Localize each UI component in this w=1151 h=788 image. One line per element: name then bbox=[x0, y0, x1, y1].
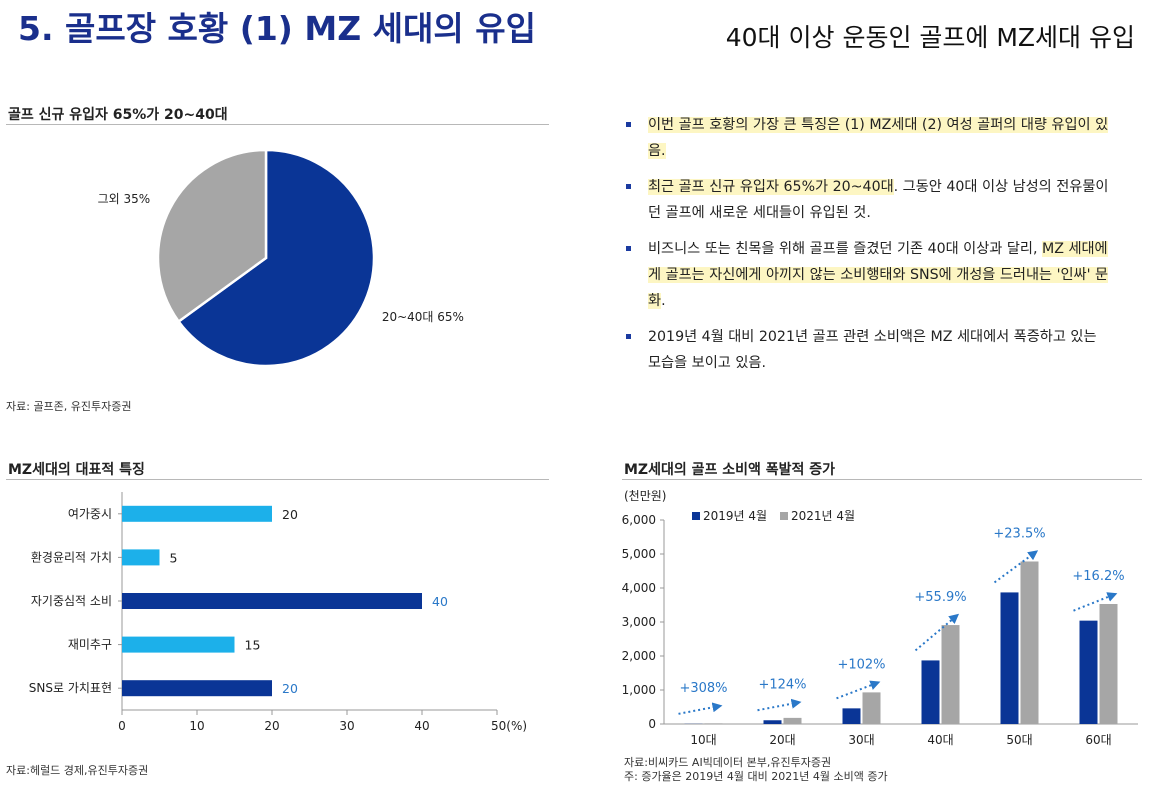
bar-value-label: 40 bbox=[432, 594, 448, 609]
legend-swatch bbox=[692, 512, 700, 520]
bar-value-label: 5 bbox=[170, 550, 178, 565]
growth-arrow bbox=[757, 698, 802, 712]
pie-slice bbox=[156, 148, 268, 324]
spending-column-chart: (천만원) 0 1,000 2,000 3,000 4,000 5,000 6,000 2019… bbox=[622, 488, 1138, 747]
bar-2019 bbox=[763, 720, 782, 724]
growth-label: +55.9% bbox=[914, 590, 966, 605]
x-tick-label: 10대 bbox=[690, 733, 716, 747]
bar-2019 bbox=[1079, 620, 1098, 724]
x-tick-label: 30 bbox=[339, 719, 354, 733]
legend-swatch bbox=[780, 512, 788, 520]
bar bbox=[122, 680, 272, 697]
x-tick-label: 30대 bbox=[848, 733, 874, 747]
pie-slice-label: 그외 35% bbox=[98, 192, 151, 206]
bar-section-rule bbox=[6, 479, 549, 480]
bullet-item: 이번 골프 호황의 가장 큰 특징은 (1) MZ세대 (2) 여성 골퍼의 대… bbox=[624, 112, 1114, 164]
column-note: 주: 증가율은 2019년 4월 대비 2021년 4월 소비액 증가 bbox=[624, 770, 888, 783]
bar-value-label: 20 bbox=[282, 507, 298, 522]
page-title: 5. 골프장 호황 (1) MZ 세대의 유입 bbox=[18, 9, 536, 48]
legend-label: 2019년 4월 bbox=[703, 509, 767, 523]
y-axis-unit: (천만원) bbox=[624, 488, 666, 503]
page-subtitle: 40대 이상 운동인 골프에 MZ세대 유입 bbox=[725, 23, 1135, 52]
y-tick-label: 여가중시 bbox=[68, 507, 112, 521]
y-tick-label: 2,000 bbox=[622, 649, 656, 663]
bar-2019 bbox=[842, 708, 861, 724]
y-tick-label: 5,000 bbox=[622, 547, 656, 561]
y-tick-label: 6,000 bbox=[622, 513, 656, 527]
bar bbox=[122, 593, 422, 609]
bar-2021 bbox=[941, 625, 960, 724]
growth-label: +16.2% bbox=[1072, 569, 1124, 584]
bar-source: 자료:헤럴드 경제,유진투자증권 bbox=[6, 764, 149, 777]
y-tick-label: 1,000 bbox=[622, 683, 656, 697]
bar-2021 bbox=[1099, 603, 1118, 724]
bullet-text: 비즈니스 또는 친목을 위해 골프를 즐겼던 기존 40대 이상과 달리, bbox=[648, 241, 1042, 257]
y-tick-label: 4,000 bbox=[622, 581, 656, 595]
x-tick-label: 60대 bbox=[1085, 733, 1111, 747]
x-tick-label: 10 bbox=[189, 719, 204, 733]
growth-arrow bbox=[678, 702, 723, 715]
y-tick-label: 환경윤리적 가치 bbox=[31, 550, 112, 564]
bullet-text: . 그동안 40대 이상 남성의 전유물이던 골프에 새로운 세대들이 유입된 … bbox=[648, 179, 1109, 221]
column-section-title: MZ세대의 골프 소비액 폭발적 증가 bbox=[624, 462, 836, 478]
growth-label: +102% bbox=[837, 657, 885, 672]
bar-2021 bbox=[704, 723, 723, 724]
x-tick-label: 50대 bbox=[1006, 733, 1032, 747]
y-tick-label: 자기중심적 소비 bbox=[31, 594, 112, 608]
bullet-text: . bbox=[661, 293, 666, 309]
pie-chart: 20~40대 65% 그외 35% bbox=[98, 148, 464, 368]
bar-2021 bbox=[783, 717, 802, 724]
bar-2021 bbox=[862, 692, 881, 724]
pie-slice bbox=[176, 148, 376, 368]
bullet-square-icon bbox=[626, 246, 631, 251]
y-tick-label: SNS로 가치표현 bbox=[29, 681, 112, 695]
growth-label: +124% bbox=[758, 677, 806, 692]
y-tick-label: 재미추구 bbox=[68, 638, 112, 652]
bar-2019 bbox=[921, 660, 940, 724]
legend-label: 2021년 4월 bbox=[791, 509, 855, 523]
bar-section-title: MZ세대의 대표적 특징 bbox=[8, 462, 145, 478]
column-source: 자료:비씨카드 AI빅데이터 본부,유진투자증권 bbox=[624, 756, 832, 769]
bar-value-label: 20 bbox=[282, 681, 298, 696]
x-tick-label: 40대 bbox=[927, 733, 953, 747]
pie-source: 자료: 골프존, 유진투자증권 bbox=[6, 400, 132, 413]
pie-section-rule bbox=[6, 124, 549, 125]
bar bbox=[122, 505, 272, 522]
growth-arrow bbox=[914, 613, 960, 652]
bullet-text: 이번 골프 호황의 가장 큰 특징은 (1) MZ세대 (2) 여성 골퍼의 대… bbox=[648, 117, 1109, 159]
x-tick-label: 40 bbox=[414, 719, 429, 733]
x-tick-label: 0 bbox=[118, 719, 126, 733]
bullet-text: 2019년 4월 대비 2021년 골프 관련 소비액은 MZ 세대에서 폭증하… bbox=[648, 329, 1097, 371]
pie-section-title: 골프 신규 유입자 65%가 20~40대 bbox=[8, 107, 228, 123]
bar-2019 bbox=[1000, 592, 1019, 724]
bar-value-label: 15 bbox=[245, 638, 261, 653]
bullet-text: 최근 골프 신규 유입자 65%가 20~40대 bbox=[648, 179, 894, 195]
bar bbox=[122, 549, 160, 566]
features-bar-chart: 여가중시 20 환경윤리적 가치 5 자기중심적 소비 40 재미추구 15 SNS로 가치표현… bbox=[29, 492, 527, 733]
bullet-item: 비즈니스 또는 친목을 위해 골프를 즐겼던 기존 40대 이상과 달리, MZ… bbox=[624, 236, 1114, 314]
y-tick-label: 3,000 bbox=[622, 615, 656, 629]
x-tick-label: 50(%) bbox=[491, 719, 527, 733]
bullet-square-icon bbox=[626, 122, 631, 127]
y-tick-label: 0 bbox=[648, 717, 656, 731]
bullet-square-icon bbox=[626, 184, 631, 189]
growth-label: +23.5% bbox=[993, 526, 1045, 541]
bar bbox=[122, 636, 235, 653]
x-tick-label: 20대 bbox=[769, 733, 795, 747]
bullet-square-icon bbox=[626, 334, 631, 339]
bullet-item: 2019년 4월 대비 2021년 골프 관련 소비액은 MZ 세대에서 폭증하… bbox=[624, 324, 1114, 376]
column-section-rule bbox=[622, 479, 1142, 480]
bullet-list: 이번 골프 호황의 가장 큰 특징은 (1) MZ세대 (2) 여성 골퍼의 대… bbox=[624, 112, 1114, 386]
growth-label: +308% bbox=[679, 681, 727, 696]
bullet-item: 최근 골프 신규 유입자 65%가 20~40대. 그동안 40대 이상 남성의… bbox=[624, 174, 1114, 226]
bar-2021 bbox=[1020, 561, 1039, 724]
x-tick-label: 20 bbox=[264, 719, 279, 733]
pie-slice-label: 20~40대 65% bbox=[382, 310, 464, 324]
growth-arrow bbox=[993, 550, 1039, 584]
